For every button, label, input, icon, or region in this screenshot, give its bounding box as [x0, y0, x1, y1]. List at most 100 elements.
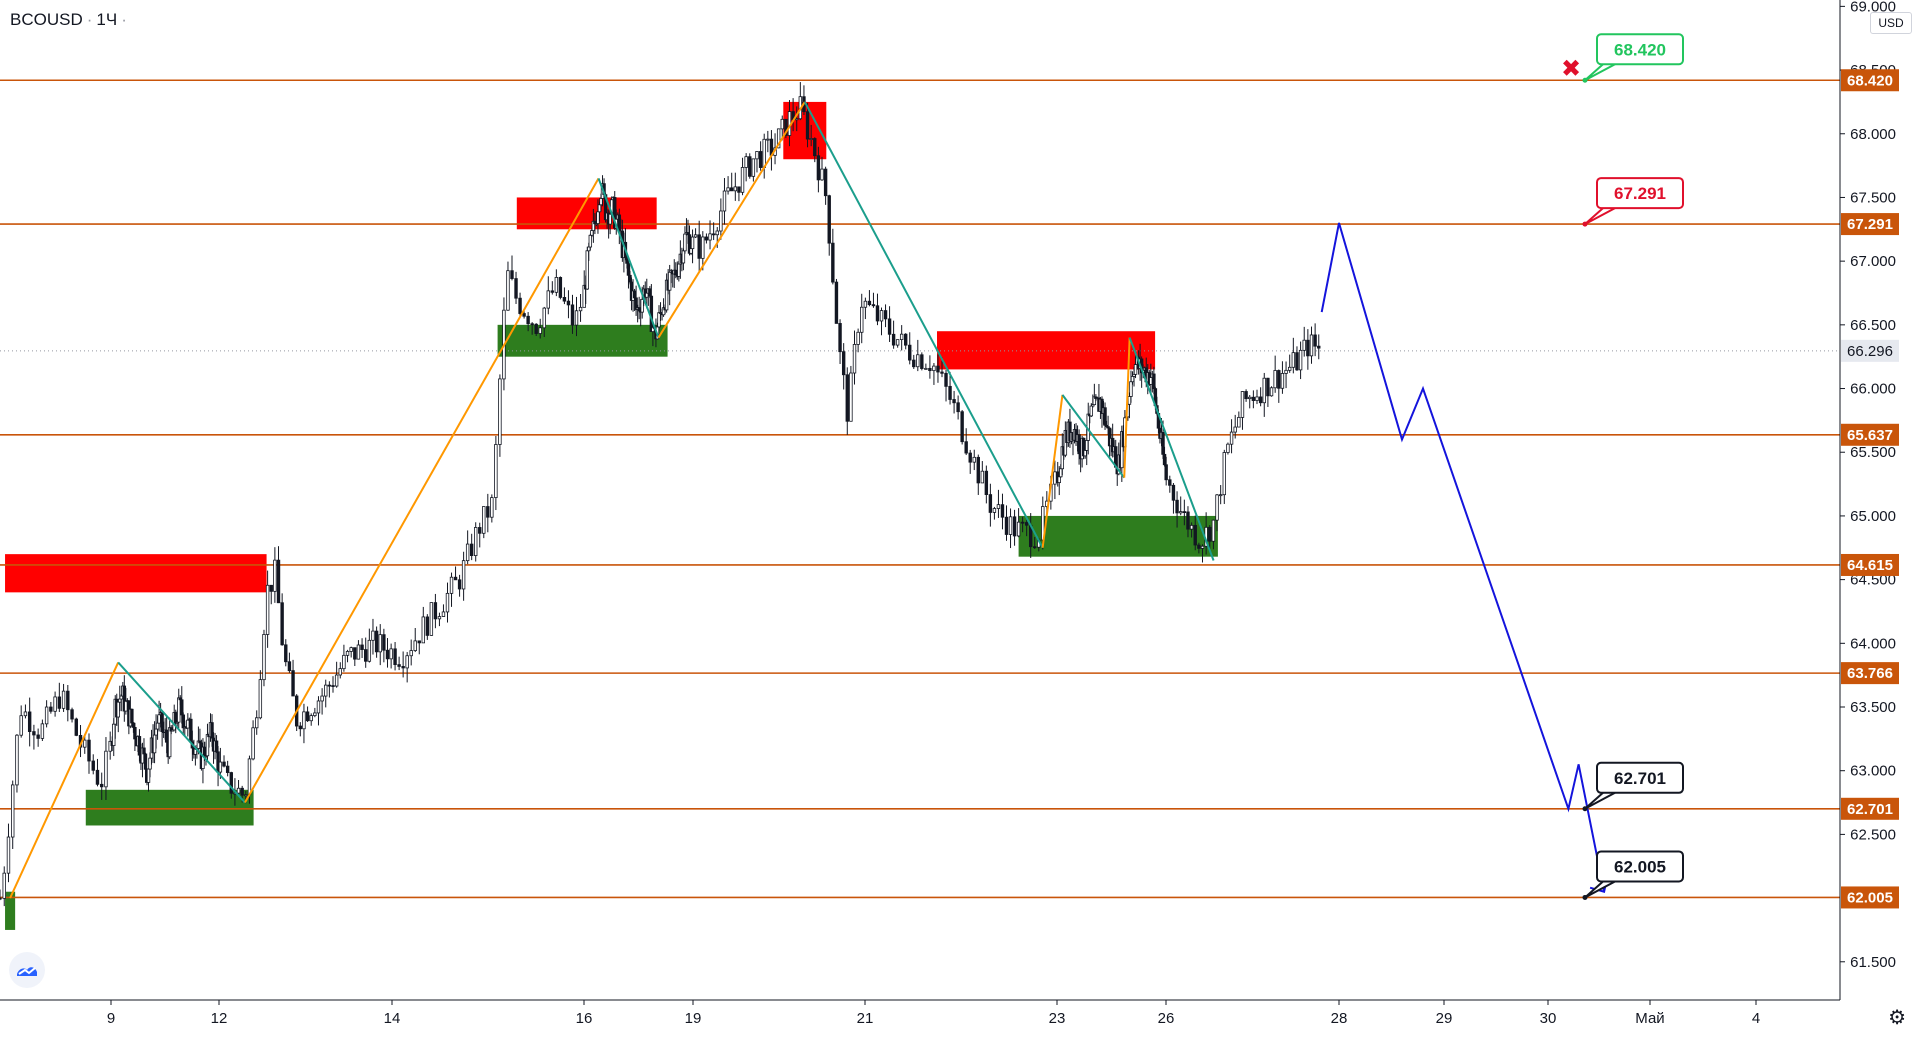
- candle-body: [657, 312, 661, 328]
- tradingview-logo-icon[interactable]: [9, 952, 45, 988]
- candle-body: [766, 138, 770, 141]
- candle-body: [956, 402, 960, 413]
- candle-body: [345, 651, 350, 656]
- candle-body: [389, 648, 393, 660]
- candle-body: [284, 644, 288, 663]
- candle-body: [177, 697, 181, 723]
- candle-body: [719, 210, 723, 232]
- candle-body: [1222, 452, 1227, 496]
- candle-body: [1266, 377, 1270, 397]
- candle-body: [180, 699, 184, 716]
- candle-body: [1229, 431, 1234, 445]
- candle-body: [316, 700, 321, 714]
- candle-body: [590, 230, 594, 236]
- candle-body: [1240, 391, 1245, 418]
- candle-body: [74, 718, 78, 736]
- gear-icon[interactable]: ⚙: [1888, 1007, 1906, 1029]
- target-label: 62.701: [1614, 769, 1666, 788]
- candle-body: [1162, 453, 1167, 466]
- candle-body: [992, 508, 997, 513]
- candle-body: [461, 560, 466, 590]
- candle-body: [891, 333, 896, 346]
- candle-body: [795, 118, 799, 121]
- x-tick-label: 29: [1436, 1010, 1453, 1027]
- level-price-badge: [1841, 886, 1899, 909]
- candle-body: [856, 331, 860, 345]
- candle-body: [1130, 375, 1135, 383]
- candle-body: [813, 138, 817, 157]
- x-mark-icon: ✖: [1561, 54, 1581, 82]
- candle-body: [834, 281, 839, 324]
- candle-body: [95, 769, 100, 785]
- x-tick-label: 28: [1331, 1010, 1348, 1027]
- currency-button[interactable]: USD: [1870, 12, 1912, 34]
- candle-body: [574, 310, 579, 326]
- candle-body: [599, 198, 603, 206]
- candle-body: [588, 234, 593, 248]
- candle-body: [944, 372, 948, 387]
- candle-body: [1208, 526, 1212, 542]
- candle-body: [108, 740, 112, 752]
- price-axis[interactable]: 69.00068.50068.00067.50067.00066.50066.0…: [1839, 0, 1899, 1000]
- candle-body: [980, 470, 985, 484]
- candle-body: [1152, 373, 1156, 390]
- symbol-title[interactable]: BCOUSD · 1Ч ·: [10, 10, 131, 30]
- candle-body: [1168, 479, 1172, 486]
- candle-body: [309, 715, 313, 722]
- candle-body: [871, 304, 876, 307]
- candle-body: [91, 760, 95, 771]
- candle-body: [349, 647, 353, 652]
- candle-body: [1244, 391, 1248, 400]
- candle-body: [1179, 511, 1183, 514]
- candle-body: [225, 765, 230, 773]
- candle-body: [265, 584, 270, 635]
- candle-body: [1083, 450, 1087, 457]
- candle-body: [32, 731, 36, 736]
- candle-body: [205, 734, 210, 757]
- forecast-path: [1320, 222, 1606, 892]
- time-axis[interactable]: 9 12 14 16 19 21 23 26 28 29 30 Май 4: [0, 999, 1840, 1027]
- candle-body: [401, 666, 405, 669]
- candle-body: [236, 787, 241, 794]
- candle-body: [181, 714, 185, 729]
- candle-body: [214, 740, 219, 753]
- candle-body: [356, 644, 361, 660]
- candle-body: [478, 527, 482, 534]
- candle-body: [449, 576, 454, 594]
- candle-body: [542, 307, 546, 329]
- candle-body: [324, 684, 328, 697]
- y-tick-label: 63.000: [1850, 763, 1896, 780]
- candle-body: [626, 262, 631, 276]
- candle-body: [1218, 494, 1223, 497]
- candle-body: [273, 559, 277, 592]
- candle-body: [1149, 377, 1153, 385]
- supply-zone: [5, 554, 267, 593]
- candle-body: [469, 543, 474, 556]
- target-callout-tail: [1584, 791, 1616, 810]
- candle-body: [1280, 373, 1285, 389]
- candle-body: [23, 711, 28, 717]
- x-tick-label: 14: [384, 1010, 401, 1027]
- candle-body: [104, 750, 108, 788]
- candle-body: [1186, 511, 1190, 530]
- candle-body: [690, 236, 695, 250]
- candle-body: [988, 494, 993, 513]
- candle-body: [733, 186, 738, 192]
- separator-dot: ·: [121, 10, 127, 29]
- candle-body: [879, 310, 884, 322]
- x-tick-label: 9: [107, 1010, 115, 1027]
- candle-body: [49, 706, 53, 712]
- candle-body: [908, 344, 912, 361]
- candle-body: [1317, 345, 1321, 349]
- candle-body: [681, 250, 686, 264]
- candle-body: [632, 290, 637, 299]
- candle-body: [19, 715, 23, 736]
- candle-body: [526, 315, 530, 325]
- candle-body: [1033, 546, 1037, 549]
- y-tick-label: 69.000: [1850, 0, 1896, 15]
- candle-body: [131, 722, 136, 728]
- candle-body: [441, 611, 446, 617]
- x-tick-label: 12: [211, 1010, 228, 1027]
- candle-body: [130, 708, 134, 724]
